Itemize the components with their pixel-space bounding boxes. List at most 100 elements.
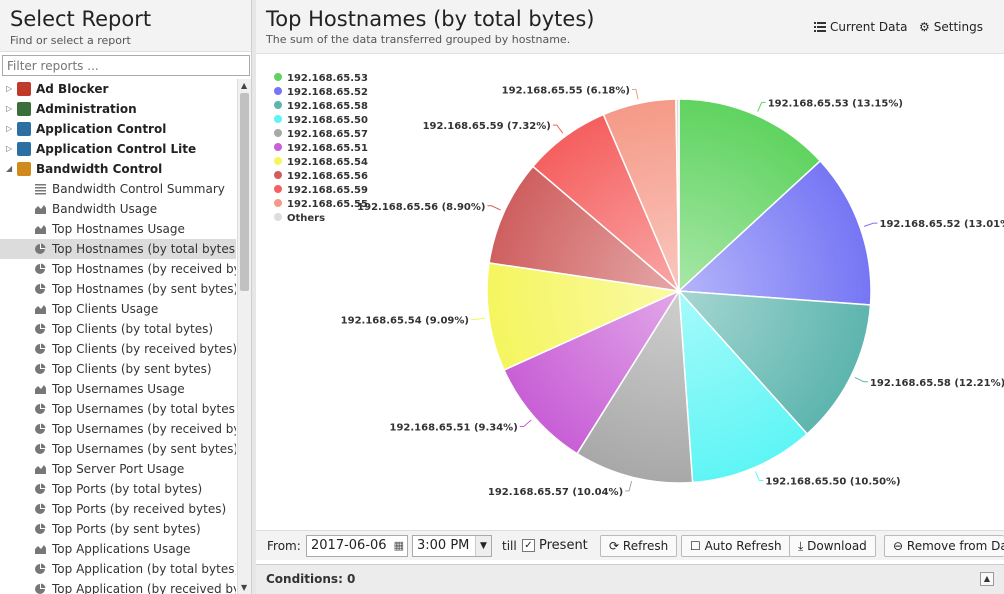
tree-report-item[interactable]: Top Hostnames (by received byt... xyxy=(0,259,236,279)
download-button[interactable]: ⤓ Download xyxy=(789,535,876,557)
tree-report-item[interactable]: Top Hostnames (by sent bytes) xyxy=(0,279,236,299)
pie-slice[interactable] xyxy=(677,159,872,306)
pie-slice[interactable] xyxy=(576,288,694,484)
tree-report-item[interactable]: Top Hostnames (by total bytes) xyxy=(0,239,236,259)
tree-item-label: Top Clients Usage xyxy=(52,302,159,316)
tree-report-item[interactable]: Top Hostnames Usage xyxy=(0,219,236,239)
settings-button[interactable]: ⚙ Settings xyxy=(919,20,983,34)
expand-arrow-icon[interactable]: ▷ xyxy=(6,144,13,153)
expand-arrow-icon[interactable]: ▷ xyxy=(6,84,13,93)
remove-label: Remove from Das xyxy=(906,539,1004,553)
till-label: till xyxy=(502,539,517,553)
legend-item[interactable]: 192.168.65.59 xyxy=(287,185,368,196)
legend-item[interactable]: 192.168.65.51 xyxy=(287,143,368,154)
tree-report-item[interactable]: Top Clients (by total bytes) xyxy=(0,319,236,339)
from-date-field[interactable]: 2017-06-06 ▦ xyxy=(306,535,408,557)
collapse-arrow-icon[interactable]: ◢ xyxy=(6,164,13,173)
pie-chart-icon xyxy=(35,343,46,354)
pie-slice[interactable] xyxy=(677,290,872,436)
conditions-label: Conditions: 0 xyxy=(266,572,356,586)
tree-report-item[interactable]: Top Ports (by total bytes) xyxy=(0,479,236,499)
pie-slice[interactable] xyxy=(488,165,682,293)
tree-category[interactable]: ▷ Ad Blocker xyxy=(0,79,236,99)
refresh-label: Refresh xyxy=(622,539,669,553)
expand-arrow-icon[interactable]: ▷ xyxy=(6,124,13,133)
scroll-down-icon[interactable]: ▼ xyxy=(241,583,248,592)
legend-swatch xyxy=(274,129,282,137)
tree-report-item[interactable]: Top Server Port Usage xyxy=(0,459,236,479)
filter-reports-input[interactable] xyxy=(2,55,250,76)
pie-slice[interactable] xyxy=(486,262,682,372)
tree-report-item[interactable]: Bandwidth Usage xyxy=(0,199,236,219)
auto-refresh-button[interactable]: ☐ Auto Refresh xyxy=(681,535,791,557)
tree-category[interactable]: ◢ Bandwidth Control xyxy=(0,159,236,179)
area-chart-icon xyxy=(35,465,46,474)
legend-item[interactable]: 192.168.65.56 xyxy=(287,171,368,182)
pie-label-connector xyxy=(757,101,766,112)
legend-item[interactable]: 192.168.65.53 xyxy=(287,73,368,84)
scroll-up-icon[interactable]: ▲ xyxy=(241,81,248,90)
tree-report-item[interactable]: Top Application (by received bytes) xyxy=(0,579,236,594)
minus-circle-icon: ⊖ xyxy=(893,539,904,553)
remove-from-dashboard-button[interactable]: ⊖ Remove from Das xyxy=(884,535,1004,557)
bandwidth-control-icon xyxy=(17,162,31,176)
legend-item[interactable]: 192.168.65.50 xyxy=(287,115,368,126)
current-data-button[interactable]: Current Data xyxy=(814,20,908,34)
tree-report-item[interactable]: Top Application (by total bytes) xyxy=(0,559,236,579)
legend-swatch xyxy=(274,87,282,95)
legend-item[interactable]: 192.168.65.58 xyxy=(287,101,368,112)
present-checkbox[interactable]: ✓ xyxy=(522,539,535,552)
tree-category[interactable]: ▷ Application Control xyxy=(0,119,236,139)
report-header: Top Hostnames (by total bytes) The sum o… xyxy=(256,0,1004,54)
expand-arrow-icon[interactable]: ▷ xyxy=(6,104,13,113)
tree-scrollbar[interactable]: ▲ ▼ xyxy=(237,79,251,594)
tree-report-item[interactable]: Top Clients Usage xyxy=(0,299,236,319)
pie-chart: 192.168.65.53 192.168.65.52 192.168.65.58 1… xyxy=(274,73,1004,498)
tree-item-label: Top Hostnames Usage xyxy=(52,222,185,236)
refresh-button[interactable]: ⟳ Refresh xyxy=(600,535,678,557)
panel-subtitle: Find or select a report xyxy=(10,34,131,47)
pie-label-connector xyxy=(625,481,633,492)
tree-report-item[interactable]: Top Usernames Usage xyxy=(0,379,236,399)
tree-category[interactable]: ▷ Application Control Lite xyxy=(0,139,236,159)
legend-item[interactable]: Others xyxy=(287,213,325,224)
tree-report-item[interactable]: Top Clients (by received bytes) xyxy=(0,339,236,359)
current-data-label: Current Data xyxy=(830,20,908,34)
pie-chart-icon xyxy=(35,483,46,494)
expand-conditions-icon[interactable]: ▲ xyxy=(980,572,994,586)
chevron-down-icon: ▼ xyxy=(475,536,491,556)
pie-data-label: 192.168.65.58 (12.21%) xyxy=(870,378,1004,389)
gear-icon: ⚙ xyxy=(919,20,930,34)
panel-title: Select Report xyxy=(10,7,152,31)
legend-item[interactable]: 192.168.65.54 xyxy=(287,157,368,168)
legend-item[interactable]: 192.168.65.57 xyxy=(287,129,368,140)
pie-chart-icon xyxy=(35,443,46,454)
legend-item[interactable]: 192.168.65.55 xyxy=(287,199,368,210)
pie-chart-icon xyxy=(35,403,46,414)
calendar-icon[interactable]: ▦ xyxy=(393,539,404,552)
tree-item-label: Top Server Port Usage xyxy=(52,462,185,476)
tree-report-item[interactable]: Top Ports (by received bytes) xyxy=(0,499,236,519)
pie-slice[interactable] xyxy=(675,98,680,292)
panel-splitter[interactable] xyxy=(252,0,256,594)
pie-data-label: 192.168.65.55 (6.18%) xyxy=(502,86,630,97)
pie-slice[interactable] xyxy=(503,289,681,455)
legend-item[interactable]: 192.168.65.52 xyxy=(287,87,368,98)
scroll-thumb[interactable] xyxy=(240,93,249,291)
pie-slice[interactable] xyxy=(678,98,822,293)
tree-item-label: Bandwidth Control xyxy=(36,162,163,176)
from-time-select[interactable]: 3:00 PM ▼ xyxy=(412,535,492,557)
tree-report-item[interactable]: Top Usernames (by received bytes) xyxy=(0,419,236,439)
tree-report-item[interactable]: Top Clients (by sent bytes) xyxy=(0,359,236,379)
pie-chart-icon xyxy=(35,583,46,594)
tree-report-item[interactable]: Top Applications Usage xyxy=(0,539,236,559)
tree-report-item[interactable]: Bandwidth Control Summary xyxy=(0,179,236,199)
tree-report-item[interactable]: Top Usernames (by total bytes) xyxy=(0,399,236,419)
pie-slice[interactable] xyxy=(678,288,809,484)
tree-report-item[interactable]: Top Usernames (by sent bytes) xyxy=(0,439,236,459)
conditions-bar[interactable]: Conditions: 0 ▲ xyxy=(256,564,1004,594)
tree-category[interactable]: ▷ Administration xyxy=(0,99,236,119)
tree-report-item[interactable]: Top Ports (by sent bytes) xyxy=(0,519,236,539)
pie-chart-icon xyxy=(35,243,46,254)
pie-label-connector xyxy=(631,89,639,100)
